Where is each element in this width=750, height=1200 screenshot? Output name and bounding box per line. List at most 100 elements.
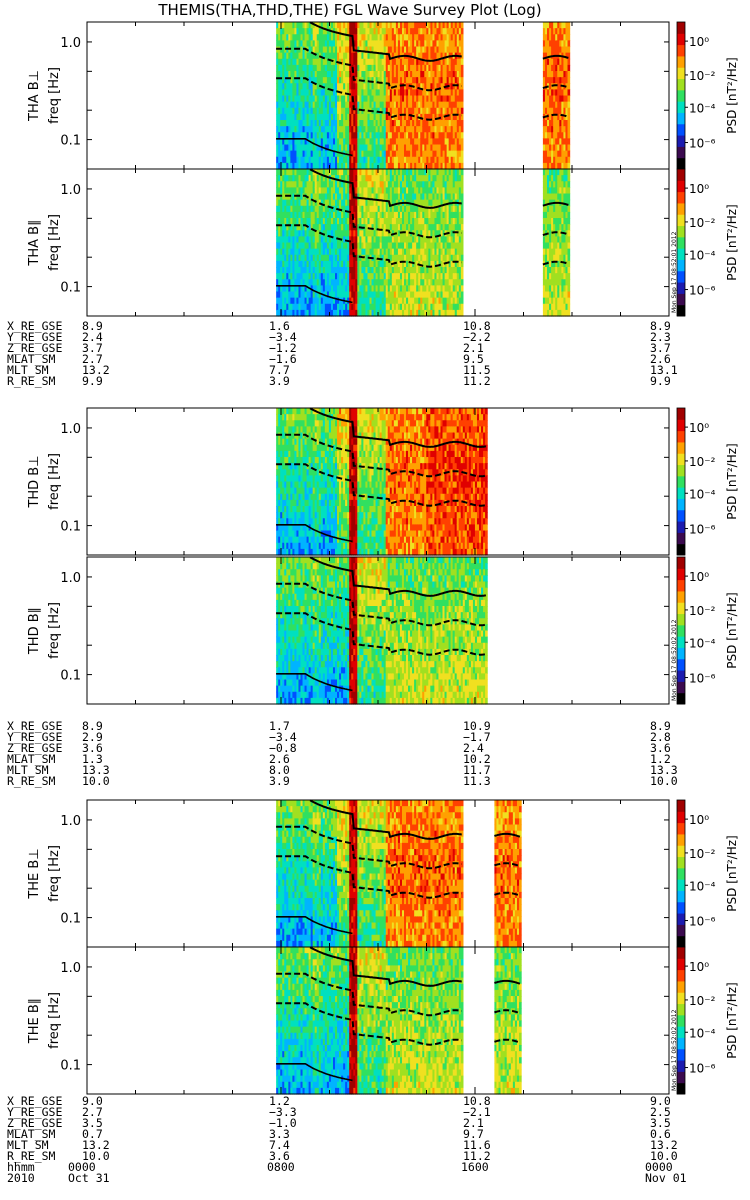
spectrogram-cell (383, 28, 387, 35)
spectrogram-cell (424, 52, 427, 60)
spectrogram-cell (312, 83, 316, 90)
spectrogram-cell (300, 107, 304, 115)
spectrogram-cell (371, 83, 375, 90)
spectrogram-cell (414, 126, 417, 133)
spectrogram-cell (343, 83, 346, 90)
spectrogram-cell (324, 34, 328, 41)
spectrogram-cell (347, 40, 350, 48)
spectrogram-cell (292, 107, 296, 115)
spectrogram-cell (371, 144, 375, 152)
spectrogram-cell (408, 132, 411, 139)
spectrogram-cell (322, 46, 326, 54)
spectrogram-cell (393, 132, 397, 139)
spectrogram-cell (426, 162, 429, 170)
spectrogram-cell (284, 58, 287, 66)
spectrogram-cell (310, 64, 314, 72)
spectrogram-cell (418, 77, 421, 84)
spectrogram-cell (383, 138, 387, 146)
spectrogram-cell (355, 40, 358, 48)
spectrogram-cell (314, 28, 318, 35)
spectrogram-cell (330, 120, 334, 127)
spectrogram-cell (357, 58, 360, 66)
spectrogram-cell (278, 113, 281, 121)
spectrogram-cell (282, 120, 285, 127)
spectrogram-cell (316, 120, 320, 127)
spectrogram-cell (438, 77, 442, 84)
spectrogram-cell (387, 132, 391, 139)
spectrogram-cell (395, 58, 399, 66)
spectrogram-cell (367, 83, 371, 90)
spectrogram-cell (444, 150, 448, 158)
spectrogram-cell (381, 150, 385, 158)
spectrogram-cell (353, 64, 356, 72)
spectrogram-cell (318, 162, 322, 170)
spectrogram-cell (276, 126, 279, 133)
spectrogram-cell (316, 150, 320, 158)
spectrogram-cell (379, 126, 383, 133)
spectrogram-cell (367, 150, 371, 158)
spectrogram-cell (306, 113, 310, 121)
spectrogram-cell (298, 126, 302, 133)
spectrogram-cell (302, 138, 306, 146)
spectrogram-cell (408, 28, 411, 35)
spectrogram-cell (418, 156, 421, 164)
spectrogram-cell (428, 95, 431, 103)
spectrogram-cell (422, 89, 425, 97)
spectrogram-cell (422, 40, 425, 48)
spectrogram-cell (414, 89, 417, 97)
spectrogram-cell (440, 126, 444, 133)
spectrogram-cell (399, 144, 403, 152)
spectrogram-cell (324, 144, 328, 152)
spectrogram-cell (292, 64, 296, 72)
spectrogram-cell (395, 83, 399, 90)
colorbar-tick-label: 10⁰ (689, 35, 709, 49)
spectrogram-cell (286, 120, 289, 127)
spectrogram-cell (320, 22, 324, 29)
spectrogram-cell (328, 22, 332, 29)
spectrogram-cell (365, 162, 369, 170)
spectrogram-cell (430, 71, 434, 78)
spectrogram-cell (377, 71, 381, 78)
spectrogram-cell (432, 22, 436, 29)
spectrogram-cell (424, 162, 427, 170)
spectrogram-cell (430, 46, 434, 54)
spectrogram-cell (278, 58, 281, 66)
spectrogram-cell (410, 162, 413, 170)
spectrogram-cell (320, 120, 324, 127)
spectrogram-cell (391, 156, 395, 164)
spectrogram-cell (284, 46, 287, 54)
spectrogram-cell (276, 95, 279, 103)
spectrogram-cell (399, 28, 403, 35)
spectrogram-cell (379, 162, 383, 170)
spectrogram-cell (401, 46, 405, 54)
spectrogram-cell (361, 95, 365, 103)
spectrogram-cell (278, 71, 281, 78)
spectrogram-cell (351, 132, 354, 139)
spectrogram-cell (460, 224, 464, 231)
spectrogram-cell (454, 46, 458, 54)
spectrogram-cell (347, 113, 350, 121)
spectrogram-cell (460, 52, 464, 60)
spectrogram-cell (302, 89, 306, 97)
spectrogram-cell (361, 22, 365, 29)
spectrogram-cell (351, 77, 354, 84)
spectrogram-cell (408, 126, 411, 133)
spectrogram-cell (436, 64, 440, 72)
spectrogram-cell (448, 64, 452, 72)
spectrogram-cell (460, 107, 464, 115)
spectrogram-cell (286, 138, 289, 146)
spectrogram-cell (365, 107, 369, 115)
spectrogram-cell (320, 150, 324, 158)
spectrogram-cell (420, 107, 423, 115)
spectrogram-cell (379, 58, 383, 66)
spectrogram-cell (456, 34, 460, 41)
spectrogram-cell (357, 126, 360, 133)
spectrogram-cell (345, 101, 348, 109)
spectrogram-cell (444, 138, 448, 146)
spectrogram-cell (276, 34, 279, 41)
spectrogram-cell (452, 22, 456, 29)
spectrogram-cell (316, 46, 320, 54)
spectrogram-cell (367, 132, 371, 139)
spectrogram-cell (286, 95, 289, 103)
spectrogram-cell (542, 64, 546, 72)
